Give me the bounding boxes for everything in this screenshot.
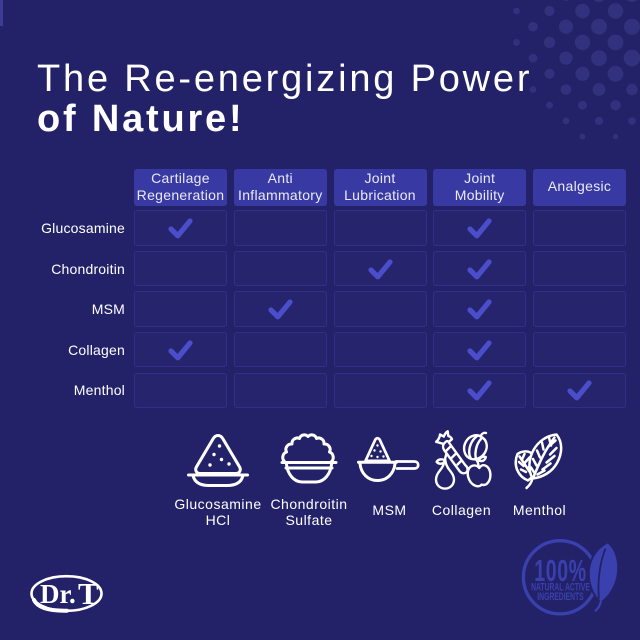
svg-text:T: T	[78, 576, 99, 611]
svg-text:100%: 100%	[534, 555, 586, 588]
svg-text:Dr.: Dr.	[40, 579, 76, 609]
svg-text:NATURAL ACTIVE: NATURAL ACTIVE	[531, 581, 590, 593]
svg-text:INGREDIENTS: INGREDIENTS	[537, 590, 583, 602]
